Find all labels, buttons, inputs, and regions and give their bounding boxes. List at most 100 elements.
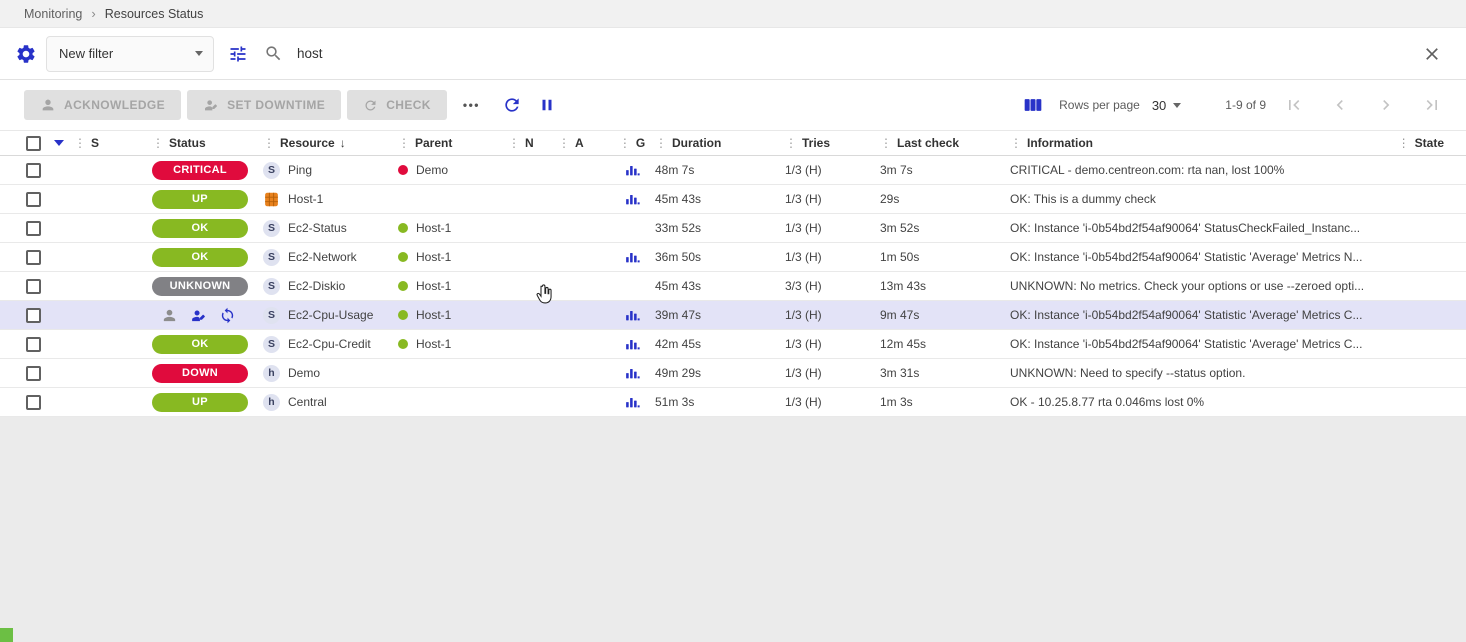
graph-icon[interactable] — [625, 192, 640, 207]
set-downtime-label: SET DOWNTIME — [227, 98, 325, 112]
notification-cell — [506, 185, 556, 213]
notification-cell — [506, 330, 556, 358]
sort-descending-icon[interactable]: ↓ — [340, 136, 346, 150]
graph-cell — [611, 214, 653, 242]
more-actions-button[interactable]: ••• — [463, 98, 480, 112]
status-chip: OK — [152, 335, 248, 354]
status-chip: UNKNOWN — [152, 277, 248, 296]
graph-icon[interactable] — [625, 337, 640, 352]
row-checkbox[interactable] — [26, 395, 41, 410]
filter-select[interactable]: New filter — [46, 36, 214, 72]
drag-handle-icon: ⋮ — [263, 136, 275, 150]
row-checkbox[interactable] — [26, 337, 41, 352]
table-row[interactable]: UPHost-145m 43s1/3 (H)29sOK: This is a d… — [0, 185, 1466, 214]
column-header-notification[interactable]: ⋮ N — [506, 131, 556, 155]
resource-cell[interactable]: SEc2-Diskio — [260, 272, 396, 300]
table-row[interactable]: OKSEc2-NetworkHost-136m 50s1/3 (H)1m 50s… — [0, 243, 1466, 272]
resource-cell[interactable]: SEc2-Status — [260, 214, 396, 242]
search-input[interactable] — [297, 46, 1416, 61]
service-icon: S — [263, 162, 280, 179]
graph-icon[interactable] — [625, 366, 640, 381]
resource-name: Ec2-Cpu-Credit — [288, 337, 371, 351]
next-page-button[interactable] — [1376, 95, 1396, 115]
last-page-button[interactable] — [1422, 95, 1442, 115]
resource-cell[interactable]: SPing — [260, 156, 396, 184]
table-row[interactable]: SEc2-Cpu-UsageHost-139m 47s1/3 (H)9m 47s… — [0, 301, 1466, 330]
downtime-icon — [203, 97, 219, 113]
host-icon: h — [263, 394, 280, 411]
row-checkbox[interactable] — [26, 308, 41, 323]
resource-cell[interactable]: hDemo — [260, 359, 396, 387]
column-header-last-check[interactable]: ⋮ Last check — [878, 131, 1008, 155]
table-row[interactable]: OKSEc2-Cpu-CreditHost-142m 45s1/3 (H)12m… — [0, 330, 1466, 359]
column-header-tries[interactable]: ⋮ Tries — [783, 131, 878, 155]
status-cell: UP — [150, 185, 260, 213]
column-header-action[interactable]: ⋮ A — [556, 131, 611, 155]
column-header-status[interactable]: ⋮ Status — [150, 131, 260, 155]
parent-status-dot — [398, 281, 408, 291]
column-header-resource[interactable]: ⋮ Resource ↓ — [260, 131, 396, 155]
graph-icon[interactable] — [625, 250, 640, 265]
graph-cell — [611, 330, 653, 358]
filter-bar: New filter — [0, 28, 1466, 80]
resource-cell[interactable]: SEc2-Cpu-Usage — [260, 301, 396, 329]
table-row[interactable]: CRITICALSPingDemo48m 7s1/3 (H)3m 7sCRITI… — [0, 156, 1466, 185]
graph-icon[interactable] — [625, 163, 640, 178]
severity-cell — [72, 156, 150, 184]
column-header-state[interactable]: ⋮ State — [1390, 131, 1466, 155]
parent-status-dot — [398, 339, 408, 349]
rows-per-page-select[interactable]: 30 — [1152, 98, 1181, 113]
breadcrumb-resources-status[interactable]: Resources Status — [105, 7, 204, 21]
clear-search-button[interactable] — [1416, 38, 1448, 70]
table-row[interactable]: UNKNOWNSEc2-DiskioHost-145m 43s3/3 (H)13… — [0, 272, 1466, 301]
resource-cell[interactable]: SEc2-Cpu-Credit — [260, 330, 396, 358]
select-options-caret-icon[interactable] — [54, 140, 64, 146]
first-page-button[interactable] — [1284, 95, 1304, 115]
table-row[interactable]: OKSEc2-StatusHost-133m 52s1/3 (H)3m 52sO… — [0, 214, 1466, 243]
edit-columns-button[interactable] — [1023, 95, 1043, 115]
service-icon: S — [263, 307, 280, 324]
set-downtime-button[interactable]: SET DOWNTIME — [187, 90, 341, 120]
table-row[interactable]: DOWNhDemo49m 29s1/3 (H)3m 31sUNKNOWN: Ne… — [0, 359, 1466, 388]
filter-select-value: New filter — [59, 46, 113, 61]
table-row[interactable]: UPhCentral51m 3s1/3 (H)1m 3sOK - 10.25.8… — [0, 388, 1466, 417]
resource-cell[interactable]: hCentral — [260, 388, 396, 416]
status-cell — [150, 301, 260, 329]
duration-cell: 36m 50s — [653, 243, 783, 271]
pause-autorefresh-button[interactable] — [538, 96, 556, 114]
chevron-down-icon — [195, 51, 203, 56]
refresh-button[interactable] — [502, 95, 522, 115]
graph-icon[interactable] — [625, 308, 640, 323]
advanced-filter-button[interactable] — [222, 38, 254, 70]
chevron-left-icon — [1330, 95, 1350, 115]
acknowledge-button[interactable]: ACKNOWLEDGE — [24, 90, 181, 120]
parent-cell: Host-1 — [396, 301, 506, 329]
resource-cell[interactable]: SEc2-Network — [260, 243, 396, 271]
service-icon: S — [263, 220, 280, 237]
row-select-cell — [0, 214, 72, 242]
row-checkbox[interactable] — [26, 279, 41, 294]
filter-settings-button[interactable] — [10, 38, 42, 70]
check-button[interactable]: CHECK — [347, 90, 447, 120]
row-checkbox[interactable] — [26, 163, 41, 178]
column-header-severity[interactable]: ⋮ S — [72, 131, 150, 155]
select-all-checkbox[interactable] — [26, 136, 41, 151]
resource-name: Demo — [288, 366, 320, 380]
duration-cell: 33m 52s — [653, 214, 783, 242]
column-header-duration[interactable]: ⋮ Duration — [653, 131, 783, 155]
state-cell — [1390, 272, 1466, 300]
row-checkbox[interactable] — [26, 250, 41, 265]
graph-icon[interactable] — [625, 395, 640, 410]
row-checkbox[interactable] — [26, 192, 41, 207]
parent-name: Host-1 — [416, 250, 451, 264]
previous-page-button[interactable] — [1330, 95, 1350, 115]
status-cell: UP — [150, 388, 260, 416]
column-header-graph[interactable]: ⋮ G — [611, 131, 653, 155]
resource-cell[interactable]: Host-1 — [260, 185, 396, 213]
row-checkbox[interactable] — [26, 221, 41, 236]
column-header-information[interactable]: ⋮ Information — [1008, 131, 1390, 155]
row-checkbox[interactable] — [26, 366, 41, 381]
drag-handle-icon: ⋮ — [655, 136, 667, 150]
column-header-parent[interactable]: ⋮ Parent — [396, 131, 506, 155]
breadcrumb-monitoring[interactable]: Monitoring — [24, 7, 82, 21]
